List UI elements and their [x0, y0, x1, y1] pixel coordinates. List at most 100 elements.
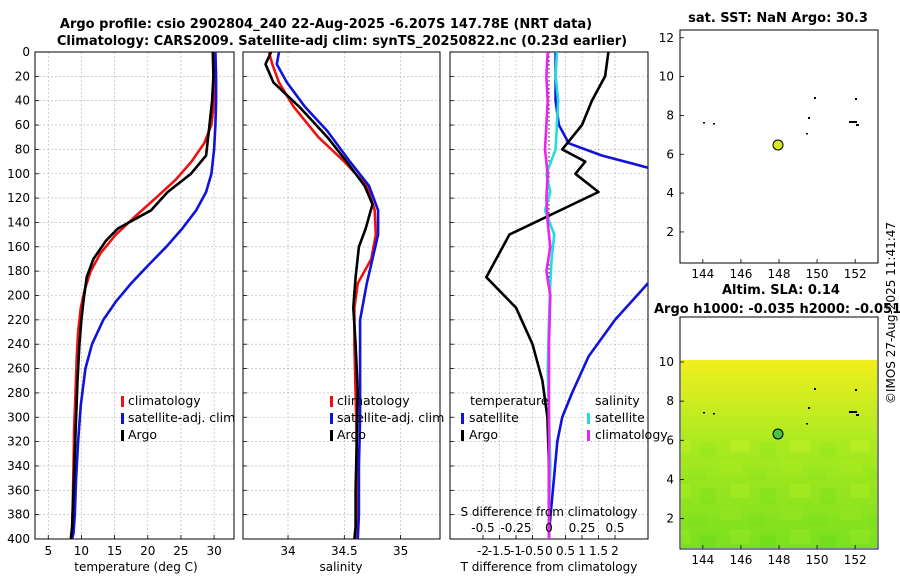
difference-panel: -2-1.5-1-0.5 0 0.5 1 1.5 2 T difference from …: [449, 51, 668, 574]
temperature-x-ticks: 5 10 15 20 25 30: [44, 535, 222, 558]
coast-dot: [713, 123, 715, 125]
series-line-satellite-adj-clim: [275, 51, 380, 540]
x-tick-label: 25: [173, 544, 188, 558]
coast-dot: [806, 133, 808, 135]
map-x-tick-label: 150: [806, 267, 829, 281]
salinity-x-ticks: 34 34.5 35: [280, 535, 408, 558]
legend-swatch-climatology: [330, 396, 333, 407]
sla-map-title-line1: Altim. SLA: 0.14: [722, 283, 840, 298]
s-diff-tick-label: -0.5: [471, 521, 494, 535]
x-tick-label: 34: [280, 544, 295, 558]
x-tick-label: 0: [545, 544, 553, 558]
argo-position-marker: [772, 428, 784, 440]
map-y-tick-label: 6: [666, 147, 674, 161]
coast-dot: [855, 389, 857, 391]
x-tick-label: 1.5: [589, 544, 608, 558]
map-y-tick-label: 2: [666, 512, 674, 526]
x-tick-label: 20: [140, 544, 155, 558]
depth-tick-label: 300: [7, 410, 30, 424]
coast-dot: [806, 423, 808, 425]
s-diff-tick-label: 0.5: [605, 521, 624, 535]
legend-label-argo: Argo: [128, 427, 157, 442]
sla-map-ticks: 144 146 148 150 152 2 4 6 8 10: [659, 355, 867, 567]
x-tick-label: 15: [107, 544, 122, 558]
depth-tick-label: 180: [7, 264, 30, 278]
coast-dot: [814, 388, 816, 390]
coast-dot: [856, 124, 859, 126]
legend-label-satellite: satellite-adj. clim: [337, 410, 444, 425]
series-line-temperature-argo: [484, 51, 610, 539]
x-tick-label: 10: [74, 544, 89, 558]
sla-map-field-texture: [681, 440, 877, 548]
legend-label-s-clim: climatology: [595, 427, 668, 442]
map-y-tick-label: 4: [666, 186, 674, 200]
coast-dot: [814, 97, 816, 99]
map-y-tick-label: 2: [666, 225, 674, 239]
depth-tick-label: 360: [7, 483, 30, 497]
legend-swatch-argo: [330, 430, 333, 441]
legend-title-temperature: temperature: [470, 393, 549, 408]
depth-tick-label: 60: [15, 118, 30, 132]
difference-legend: temperature satellite Argo salinity sate…: [461, 393, 668, 442]
map-x-tick-label: 146: [729, 553, 752, 567]
depth-tick-label: 100: [7, 167, 30, 181]
map-y-tick-label: 10: [659, 70, 674, 84]
series-line-temperature-satellite: [554, 52, 649, 169]
legend-label-s-satellite: satellite: [595, 410, 645, 425]
map-y-tick-label: 4: [666, 472, 674, 486]
salinity-diff-top-label: S difference from climatology: [461, 505, 638, 519]
x-tick-label: 0.5: [556, 544, 575, 558]
temperature-grid: [35, 51, 234, 540]
imos-timestamp: ©IMOS 27-Aug-2025 11:41:47: [884, 222, 898, 404]
legend-label-climatology: climatology: [128, 393, 201, 408]
sst-coastline-dots: [703, 97, 859, 135]
sla-coastline-dots: [703, 388, 859, 425]
depth-tick-label: 160: [7, 240, 30, 254]
temperature-panel: 0 20 40 60 80 100 120 140 160 180 200 220 240 260 280 3…: [7, 45, 235, 574]
depth-tick-label: 200: [7, 289, 30, 303]
salinity-series: [264, 51, 380, 540]
legend-swatch-t-argo: [461, 430, 464, 441]
figure-title-line1: Argo profile: csio 2902804_240 22-Aug-20…: [60, 17, 592, 32]
series-line-salinity-climatology: [543, 51, 552, 539]
map-y-tick-label: 6: [666, 433, 674, 447]
map-x-tick-label: 152: [844, 553, 867, 567]
map-x-tick-label: 146: [729, 267, 752, 281]
legend-swatch-satellite: [330, 413, 333, 424]
map-y-tick-label: 12: [659, 31, 674, 45]
map-x-tick-label: 148: [768, 267, 791, 281]
x-tick-label: -2: [477, 544, 489, 558]
coast-dot: [703, 412, 705, 414]
coast-dot: [849, 411, 857, 413]
depth-tick-label: 40: [15, 94, 30, 108]
difference-x-ticks: -2-1.5-1-0.5 0 0.5 1 1.5 2: [477, 535, 619, 558]
depth-tick-labels: 0 20 40 60 80 100 120 140 160 180 200 220 240 260 280 3…: [7, 45, 30, 546]
x-tick-label: -0.5: [521, 544, 544, 558]
series-line-satellite-adj-clim: [70, 51, 218, 540]
depth-tick-label: 400: [7, 532, 30, 546]
legend-label-climatology: climatology: [337, 393, 410, 408]
depth-tick-label: 240: [7, 337, 30, 351]
difference-series: [484, 51, 649, 539]
coast-dot: [713, 413, 715, 415]
s-diff-tick-label: 0: [545, 521, 553, 535]
map-y-tick-label: 8: [666, 108, 674, 122]
legend-label-satellite: satellite-adj. clim: [128, 410, 235, 425]
depth-tick-label: 20: [15, 69, 30, 83]
depth-tick-label: 120: [7, 191, 30, 205]
x-tick-label: -1.5: [488, 544, 511, 558]
temperature-series: [69, 51, 218, 540]
x-tick-label: 2: [611, 544, 619, 558]
salinity-diff-ticks: -0.5 -0.25 0 0.25 0.5: [471, 521, 624, 535]
series-line-argo: [264, 51, 374, 540]
s-diff-tick-label: -0.25: [500, 521, 531, 535]
temperature-xlabel: temperature (deg C): [74, 560, 197, 574]
map-y-tick-label: 8: [666, 394, 674, 408]
depth-tick-label: 380: [7, 508, 30, 522]
figure-title-line2: Climatology: CARS2009. Satellite-adj cli…: [57, 34, 627, 49]
map-x-tick-label: 144: [691, 553, 714, 567]
salinity-grid: [243, 51, 440, 540]
salinity-panel: 34 34.5 35 salinity climatology satellite-…: [242, 51, 444, 574]
x-tick-label: -1: [510, 544, 522, 558]
depth-tick-label: 280: [7, 386, 30, 400]
